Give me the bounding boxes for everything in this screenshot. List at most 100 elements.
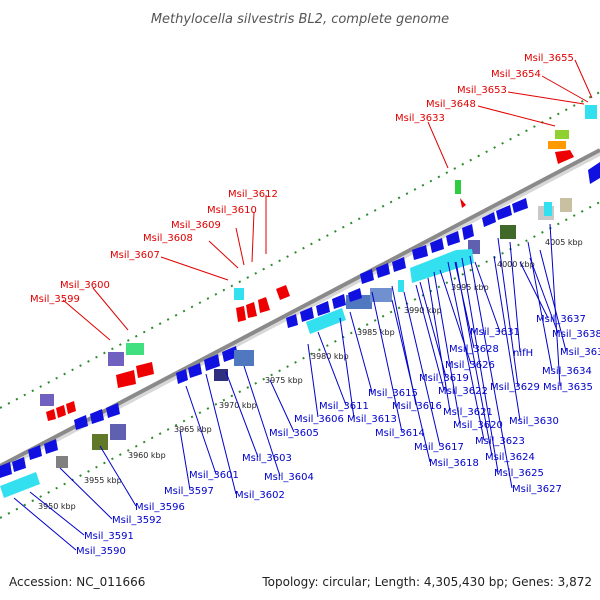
gene-msil-3655[interactable] bbox=[555, 130, 569, 139]
gene-label[interactable]: Msil_3610 bbox=[207, 205, 257, 216]
gene-r42[interactable] bbox=[12, 457, 26, 472]
gene-r1[interactable] bbox=[482, 212, 496, 227]
gene-label[interactable]: Msil_3620 bbox=[453, 420, 503, 431]
gene-msil-3608[interactable] bbox=[258, 297, 270, 313]
gene-msil-3648[interactable] bbox=[585, 105, 597, 119]
gene-msil-3600[interactable] bbox=[126, 343, 144, 355]
gene-msil-3612[interactable] bbox=[234, 288, 244, 300]
gene-r10[interactable] bbox=[446, 231, 460, 246]
gene-label[interactable]: Msil_3607 bbox=[110, 250, 160, 261]
gene-label[interactable]: Msil_3634 bbox=[542, 366, 592, 377]
gene-label[interactable]: Msil_3604 bbox=[264, 472, 314, 483]
gene-msil-3633[interactable] bbox=[455, 180, 461, 194]
gene-msil-3599c[interactable] bbox=[136, 362, 154, 378]
gene-r43[interactable] bbox=[0, 472, 40, 498]
gene-r34[interactable] bbox=[90, 409, 104, 424]
gene-r12[interactable] bbox=[412, 245, 428, 260]
gene-label[interactable]: Msil_3625 bbox=[494, 468, 544, 479]
gene-label[interactable]: Msil_3600 bbox=[60, 280, 110, 291]
gene-r11[interactable] bbox=[430, 238, 444, 253]
gene-label[interactable]: Msil_3622 bbox=[438, 386, 488, 397]
gene-label[interactable]: Msil_3616 bbox=[392, 401, 442, 412]
gene-label[interactable]: Msil_3624 bbox=[485, 452, 535, 463]
gene-r22[interactable] bbox=[286, 314, 298, 328]
gene-r26[interactable] bbox=[348, 288, 362, 302]
gene-r27[interactable] bbox=[176, 369, 188, 384]
gene-label[interactable]: Msil_3633 bbox=[395, 113, 445, 124]
gene-msil-3610[interactable] bbox=[236, 306, 246, 322]
gene-label[interactable]: Msil_3614 bbox=[375, 428, 425, 439]
gene-r9[interactable] bbox=[462, 224, 474, 240]
gene-label[interactable]: Msil_3623 bbox=[475, 436, 525, 447]
gene-label[interactable]: Msil_3596 bbox=[135, 502, 185, 513]
gene-r20[interactable] bbox=[398, 280, 404, 292]
gene-r36[interactable] bbox=[110, 424, 126, 440]
gene-label[interactable]: Msil_3591 bbox=[84, 531, 134, 542]
gene-r5[interactable] bbox=[560, 198, 572, 212]
gene-label[interactable]: Msil_3617 bbox=[414, 442, 464, 453]
gene-left-2[interactable] bbox=[46, 409, 56, 421]
gene-r19[interactable] bbox=[370, 288, 392, 302]
gene-label[interactable]: nifH bbox=[513, 348, 533, 359]
gene-left-4[interactable] bbox=[66, 401, 76, 414]
gene-msil-3599b[interactable] bbox=[116, 370, 136, 388]
gene-label[interactable]: Msil_3639 bbox=[560, 347, 600, 358]
gene-label[interactable]: Msil_3606 bbox=[294, 414, 344, 425]
gene-label[interactable]: Msil_3631 bbox=[470, 327, 520, 338]
gene-label[interactable]: Msil_3611 bbox=[319, 401, 369, 412]
gene-r39[interactable] bbox=[44, 439, 58, 454]
gene-label[interactable]: Msil_3655 bbox=[524, 53, 574, 64]
gene-label[interactable]: Msil_3602 bbox=[235, 490, 285, 501]
gene-r8[interactable] bbox=[588, 162, 600, 184]
gene-label[interactable]: Msil_3628 bbox=[449, 344, 499, 355]
gene-label[interactable]: Msil_3601 bbox=[189, 470, 239, 481]
gene-r32[interactable] bbox=[214, 369, 228, 381]
gene-label[interactable]: Msil_3653 bbox=[457, 85, 507, 96]
gene-label[interactable]: Msil_3648 bbox=[426, 99, 476, 110]
gene-label[interactable]: Msil_3599 bbox=[30, 294, 80, 305]
gene-label[interactable]: Msil_3619 bbox=[419, 373, 469, 384]
gene-r15[interactable] bbox=[360, 269, 374, 284]
gene-label[interactable]: Msil_3637 bbox=[536, 314, 586, 325]
gene-left-3[interactable] bbox=[56, 405, 66, 418]
gene-label[interactable]: Msil_3592 bbox=[112, 515, 162, 526]
gene-r6[interactable] bbox=[544, 202, 552, 216]
gene-r3[interactable] bbox=[512, 198, 528, 213]
gene-r40[interactable] bbox=[56, 456, 68, 468]
gene-r28[interactable] bbox=[188, 363, 202, 378]
gene-label[interactable]: Msil_3603 bbox=[242, 453, 292, 464]
gene-left-1[interactable] bbox=[40, 394, 54, 406]
gene-r23[interactable] bbox=[300, 307, 314, 322]
gene-r17[interactable] bbox=[392, 257, 406, 272]
gene-label[interactable]: Msil_3618 bbox=[429, 458, 479, 469]
gene-r29[interactable] bbox=[204, 354, 220, 371]
gene-r41[interactable] bbox=[0, 462, 12, 478]
gene-r25[interactable] bbox=[332, 294, 346, 309]
gene-label[interactable]: Msil_3638 bbox=[552, 329, 600, 340]
gene-r31[interactable] bbox=[234, 350, 254, 366]
gene-label[interactable]: Msil_3615 bbox=[368, 388, 418, 399]
gene-label[interactable]: Msil_3609 bbox=[171, 220, 221, 231]
gene-label[interactable]: Msil_3605 bbox=[269, 428, 319, 439]
gene-r35[interactable] bbox=[106, 403, 120, 418]
gene-label[interactable]: Msil_3630 bbox=[509, 416, 559, 427]
gene-label[interactable]: Msil_3612 bbox=[228, 189, 278, 200]
gene-r21[interactable] bbox=[306, 308, 346, 334]
gene-msil-3654[interactable] bbox=[548, 141, 566, 149]
gene-label[interactable]: Msil_3613 bbox=[347, 414, 397, 425]
gene-r24[interactable] bbox=[316, 301, 330, 316]
gene-label[interactable]: Msil_3627 bbox=[512, 484, 562, 495]
gene-r16[interactable] bbox=[376, 263, 390, 278]
gene-r38[interactable] bbox=[28, 445, 42, 460]
gene-label[interactable]: Msil_3654 bbox=[491, 69, 541, 80]
gene-msil-3607[interactable] bbox=[276, 285, 290, 300]
gene-r33[interactable] bbox=[74, 415, 88, 430]
gene-label[interactable]: Msil_3626 bbox=[445, 360, 495, 371]
gene-r2[interactable] bbox=[496, 205, 512, 220]
gene-r37[interactable] bbox=[92, 434, 108, 450]
gene-r14[interactable] bbox=[410, 249, 474, 283]
gene-label[interactable]: Msil_3608 bbox=[143, 233, 193, 244]
gene-msil-3653[interactable] bbox=[555, 150, 574, 164]
gene-msil-3609[interactable] bbox=[246, 302, 257, 318]
gene-r7[interactable] bbox=[500, 225, 516, 239]
